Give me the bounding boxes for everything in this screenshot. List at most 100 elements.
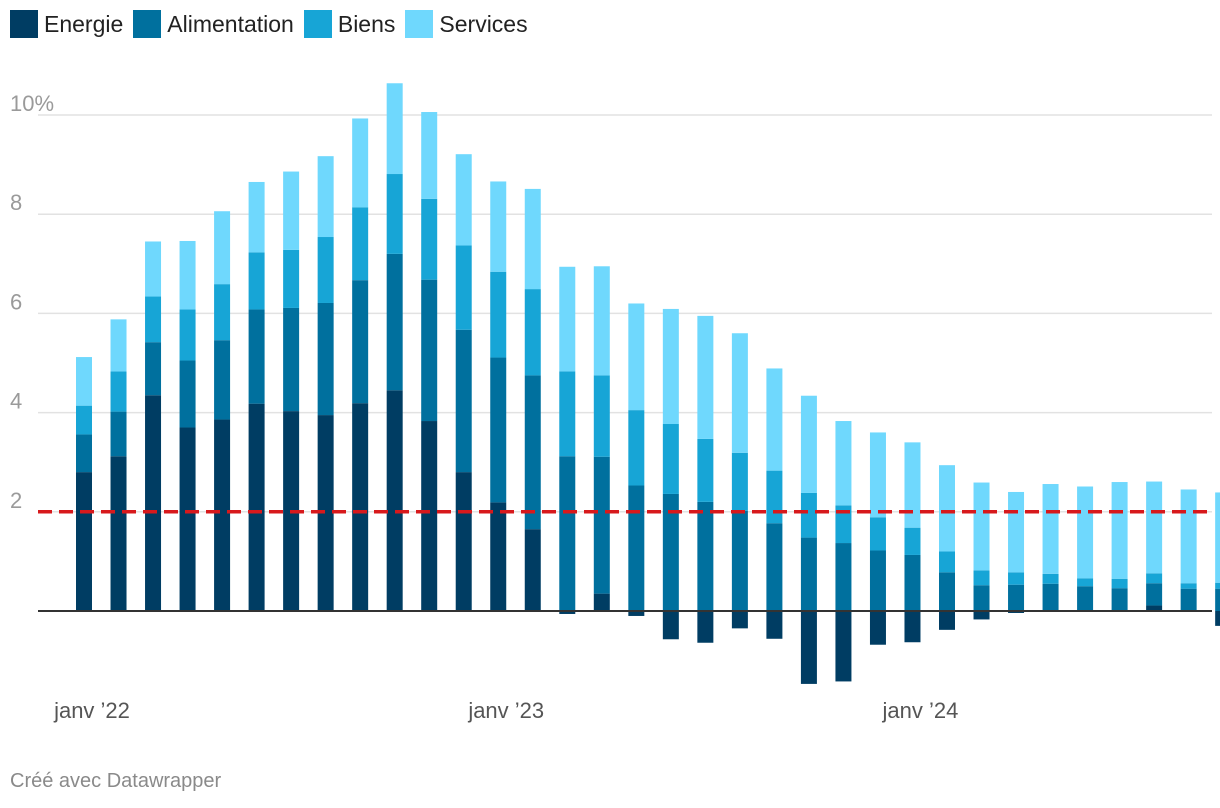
bar-segment-services bbox=[179, 240, 196, 310]
bar-segment-services bbox=[939, 465, 955, 552]
legend-item-biens[interactable]: Biens bbox=[303, 10, 395, 38]
bar-segment-services bbox=[421, 112, 438, 199]
bar-segment-biens bbox=[939, 551, 955, 573]
bar-segment-services bbox=[559, 266, 576, 372]
legend-item-services[interactable]: Services bbox=[405, 10, 528, 38]
bar-segment-services bbox=[248, 181, 265, 253]
bar-segment-energie bbox=[939, 611, 955, 630]
bar-segment-energie bbox=[662, 611, 679, 640]
bar-segment-energie bbox=[524, 529, 541, 611]
bar-segment-energie bbox=[697, 611, 714, 643]
bar-segment-biens bbox=[904, 527, 921, 555]
footer-credit: Créé avec Datawrapper bbox=[10, 770, 222, 792]
bar-segment-energie bbox=[352, 403, 369, 611]
bar-segment-biens bbox=[869, 517, 886, 551]
bar-segment-biens bbox=[421, 198, 438, 280]
bar-segment-services bbox=[593, 266, 610, 376]
bar-segment-energie bbox=[145, 395, 162, 611]
bar-segment-alimentation bbox=[1008, 584, 1025, 611]
bar-segment-energie bbox=[904, 611, 921, 643]
bar-segment-alimentation bbox=[800, 537, 817, 611]
legend-swatch-biens bbox=[303, 10, 332, 38]
bar-segment-biens bbox=[524, 289, 541, 376]
legend-swatch-alimentation bbox=[133, 10, 162, 38]
bar-segment-services bbox=[973, 482, 990, 571]
bar-segment-alimentation bbox=[145, 342, 162, 396]
bar-segment-energie bbox=[973, 611, 990, 620]
bar-segment-alimentation bbox=[1111, 588, 1128, 611]
bar-segment-services bbox=[697, 315, 714, 439]
bar-segment-services bbox=[283, 171, 300, 250]
bar-segment-biens bbox=[628, 410, 645, 486]
bar-segment-alimentation bbox=[1077, 586, 1094, 611]
bar-segment-biens bbox=[593, 375, 610, 457]
bar-segment-biens bbox=[1111, 578, 1128, 589]
bar-segment-alimentation bbox=[697, 501, 714, 611]
bar-segment-services bbox=[76, 357, 92, 406]
legend-label-services: Services bbox=[439, 10, 528, 37]
bar-segment-biens bbox=[145, 296, 162, 343]
bar-segment-biens bbox=[386, 174, 403, 254]
bar-segment-services bbox=[317, 156, 334, 238]
bar-segment-energie bbox=[386, 390, 403, 611]
bar-segment-alimentation bbox=[283, 307, 300, 412]
bar-segment-biens bbox=[283, 249, 300, 308]
bar-segment-alimentation bbox=[973, 585, 990, 611]
bar-segment-alimentation bbox=[214, 340, 231, 420]
bar-segment-alimentation bbox=[628, 485, 645, 611]
bar-segment-services bbox=[904, 442, 921, 528]
bar-segment-energie bbox=[214, 419, 231, 611]
bar-segment-services bbox=[214, 211, 231, 285]
bar-segment-biens bbox=[766, 470, 783, 524]
bar-segment-biens bbox=[317, 237, 334, 303]
legend-label-alimentation: Alimentation bbox=[167, 10, 294, 37]
bar-segment-biens bbox=[490, 271, 507, 358]
bar-segment-alimentation bbox=[317, 302, 334, 416]
bar-segment-alimentation bbox=[248, 309, 265, 404]
bar-segment-alimentation bbox=[835, 543, 852, 611]
bar-segment-services bbox=[524, 188, 541, 290]
bar-segment-energie bbox=[593, 593, 610, 611]
bar-segment-alimentation bbox=[179, 360, 196, 428]
bar-segment-energie bbox=[559, 611, 576, 614]
bar-segment-services bbox=[1042, 484, 1059, 574]
bar-segment-energie bbox=[800, 611, 817, 684]
bar-segment-services bbox=[766, 368, 783, 471]
bar-segment-services bbox=[800, 395, 817, 493]
bar-segment-alimentation bbox=[869, 550, 886, 611]
bar-segment-energie bbox=[731, 611, 748, 629]
bar-segment-alimentation bbox=[455, 329, 472, 473]
legend-item-energie[interactable]: Energie bbox=[10, 10, 123, 38]
legend-swatch-services bbox=[405, 10, 434, 38]
bar-segment-services bbox=[1008, 491, 1025, 573]
y-tick-label: 8 bbox=[10, 190, 22, 215]
legend-item-alimentation[interactable]: Alimentation bbox=[133, 10, 294, 38]
bar-segment-energie bbox=[869, 611, 886, 645]
bar-segment-alimentation bbox=[593, 456, 610, 594]
bar-segment-biens bbox=[1146, 573, 1163, 584]
bar-segment-biens bbox=[1180, 583, 1197, 589]
bar-segment-alimentation bbox=[386, 253, 403, 391]
bar-segment-biens bbox=[455, 245, 472, 330]
bar-segment-biens bbox=[662, 424, 679, 494]
bar-segment-energie bbox=[421, 421, 438, 611]
bar-segment-energie bbox=[628, 611, 645, 616]
x-tick-label: janv ’22 bbox=[53, 698, 130, 723]
bar-segment-alimentation bbox=[352, 280, 369, 404]
bar-segment-services bbox=[490, 181, 507, 272]
bar-segment-services bbox=[352, 118, 369, 208]
bar-segment-energie bbox=[1215, 611, 1220, 626]
bar-segment-services bbox=[1180, 489, 1197, 584]
bar-segment-biens bbox=[835, 505, 852, 544]
y-tick-label: 4 bbox=[10, 389, 22, 414]
bar-segment-biens bbox=[179, 309, 196, 361]
bar-segment-biens bbox=[352, 207, 369, 281]
bar-segment-energie bbox=[1146, 605, 1163, 611]
legend-swatch-energie bbox=[10, 10, 38, 38]
bar-segment-services bbox=[455, 154, 472, 246]
bar-segment-biens bbox=[248, 252, 265, 310]
bar-segment-alimentation bbox=[1215, 588, 1220, 611]
bar-segment-alimentation bbox=[662, 493, 679, 611]
bar-segment-energie bbox=[766, 611, 783, 639]
bar-segment-energie bbox=[835, 611, 852, 682]
